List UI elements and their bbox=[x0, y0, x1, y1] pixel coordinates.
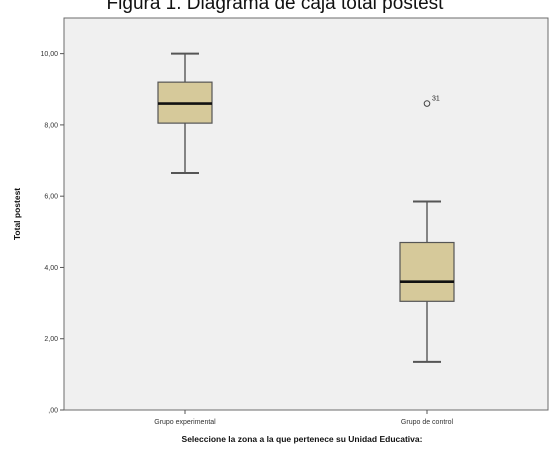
y-tick-label: 8,00 bbox=[44, 122, 58, 129]
boxes-layer: 31 bbox=[157, 52, 455, 363]
x-axis-label: Seleccione la zona a la que pertenece su… bbox=[182, 434, 423, 444]
plot-area bbox=[63, 17, 549, 411]
y-axis: ,00 2,00 4,00 6,00 8,00 10,00 bbox=[40, 51, 64, 415]
x-tick-label: Grupo de control bbox=[401, 419, 454, 426]
x-tick-label: Grupo experimental bbox=[154, 419, 216, 426]
y-tick-label: 6,00 bbox=[44, 194, 58, 201]
iqr-box bbox=[399, 241, 455, 302]
chart-title: Figura 1. Diagrama de caja total postest bbox=[107, 0, 445, 14]
y-tick-label: 10,00 bbox=[40, 51, 58, 58]
x-axis: Grupo experimental Grupo de control bbox=[154, 410, 454, 426]
y-tick-label: ,00 bbox=[48, 408, 58, 415]
box-group bbox=[157, 52, 213, 175]
y-axis-label: Total postest bbox=[12, 188, 22, 240]
box-group: 31 bbox=[399, 96, 455, 363]
y-tick-label: 4,00 bbox=[44, 265, 58, 272]
outlier-point bbox=[423, 100, 431, 107]
y-tick-label: 2,00 bbox=[44, 336, 58, 343]
outlier-label: 31 bbox=[432, 96, 440, 103]
